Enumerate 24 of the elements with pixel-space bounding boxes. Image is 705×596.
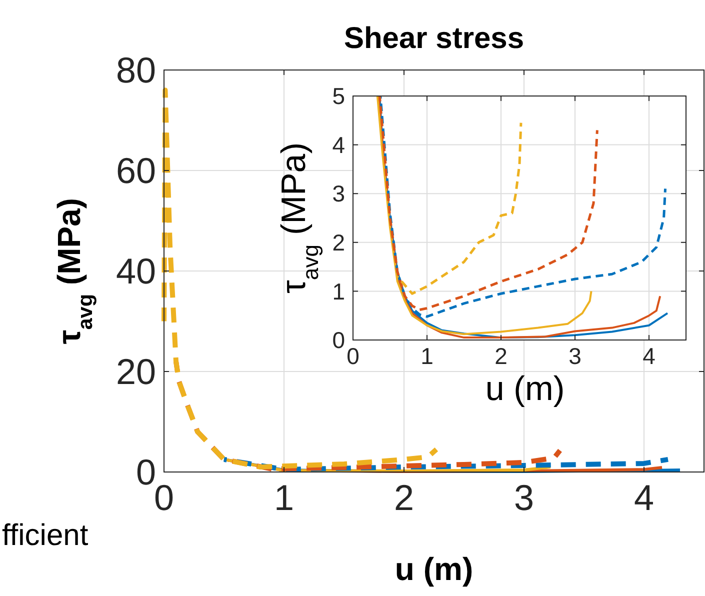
x-tick-label: 4	[642, 343, 656, 370]
y-tick-label: 4	[332, 132, 346, 158]
x-axis-title: u (m)	[394, 551, 474, 587]
y-tick-label: 60	[116, 150, 156, 192]
y-tick-label: 20	[116, 351, 156, 392]
y-tick-label: 0	[332, 327, 345, 354]
x-tick-label: 1	[274, 476, 294, 518]
chart-title: Shear stress	[344, 22, 524, 55]
y-tick-label: 80	[116, 50, 156, 91]
x-tick-label: 2	[394, 476, 414, 518]
y-tick-label: 1	[332, 278, 345, 304]
y-tick-label: 0	[136, 452, 156, 493]
x-tick-label: 1	[420, 343, 434, 370]
y-tick-label: 5	[332, 83, 345, 110]
x-tick-label: 4	[634, 476, 654, 518]
y-tick-label: 40	[116, 250, 156, 292]
x-tick-label: 3	[568, 343, 582, 370]
text: fficient	[2, 519, 89, 552]
x-tick-label: 2	[494, 343, 508, 370]
x-tick-label: 3	[514, 476, 534, 518]
y-tick-label: 2	[332, 229, 345, 256]
y-tick-label: 3	[332, 180, 345, 207]
x-axis-title: u (m)	[485, 370, 565, 408]
line-series	[396, 122, 522, 295]
